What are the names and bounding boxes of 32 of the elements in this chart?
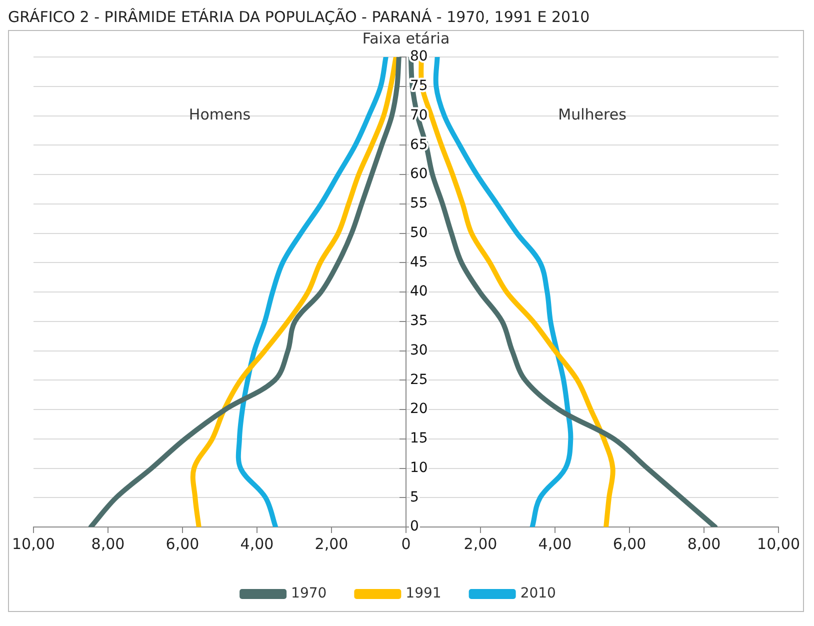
chart-title: GRÁFICO 2 - PIRÂMIDE ETÁRIA DA POPULAÇÃO - PARANÁ - 1970, 1991 E 2010 <box>8 8 591 26</box>
y-tick-label: 35 <box>410 313 428 330</box>
x-tick-label: 4,00 <box>240 534 274 553</box>
x-tick-label: 8,00 <box>687 534 721 553</box>
y-tick-label: 5 <box>410 489 419 506</box>
y-tick-label: 40 <box>410 284 428 300</box>
y-tick-label: 75 <box>410 78 428 94</box>
y-tick-label: 55 <box>410 196 428 212</box>
y-tick-label: 50 <box>410 224 428 241</box>
y-tick-label: 20 <box>410 401 428 418</box>
legend-label: 1970 <box>291 586 327 602</box>
legend-label: 2010 <box>520 586 556 602</box>
x-tick-label: 10,00 <box>757 534 800 553</box>
y-tick-label: 60 <box>410 166 428 182</box>
y-tick-label: 15 <box>410 430 428 447</box>
x-tick-label: 6,00 <box>612 534 646 553</box>
x-tick-label: 4,00 <box>538 534 572 553</box>
y-tick-label: 0 <box>410 518 419 535</box>
x-tick-label: 2,00 <box>464 534 498 553</box>
x-tick-label: 2,00 <box>314 534 348 553</box>
y-tick-label: 30 <box>410 342 428 358</box>
y-tick-label: 45 <box>410 254 428 270</box>
y-tick-label: 25 <box>410 372 428 388</box>
annotation: Homens <box>188 106 251 124</box>
annotation: Mulheres <box>558 106 627 124</box>
y-axis-title: Faixa etária <box>362 29 450 48</box>
legend-label: 1991 <box>406 586 442 602</box>
y-tick-label: 10 <box>410 460 428 476</box>
x-tick-label: 8,00 <box>91 534 125 553</box>
x-tick-label: 6,00 <box>166 534 200 553</box>
y-tick-label: 80 <box>410 48 428 65</box>
x-tick-label: 10,00 <box>12 534 55 553</box>
